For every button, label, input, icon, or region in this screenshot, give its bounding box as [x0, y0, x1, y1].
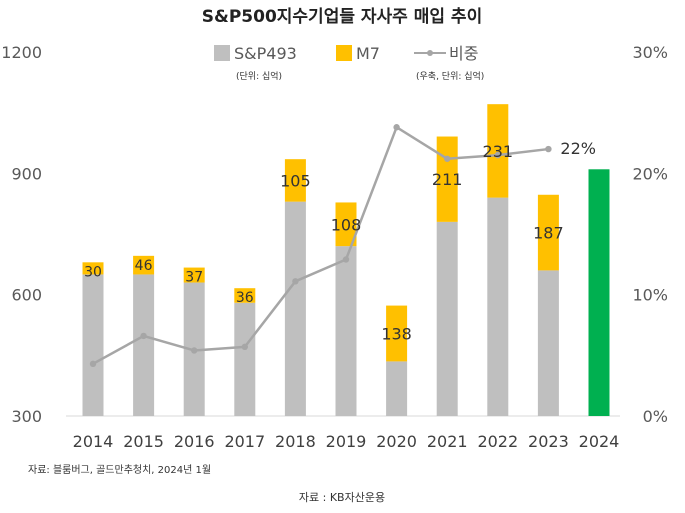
- x-tick-2018: 2018: [275, 432, 316, 451]
- legend-share-label: 비중: [449, 44, 478, 63]
- y-right-tick: 30%: [632, 43, 668, 62]
- y-left-tick: 300: [11, 407, 42, 426]
- legend-m7-swatch: [336, 45, 352, 61]
- bars: [82, 104, 610, 416]
- source-outer: 자료 : KB자산운용: [299, 491, 385, 504]
- bar-sp493-2019: [335, 246, 357, 416]
- share-point-2022: [494, 151, 501, 159]
- x-tick-2017: 2017: [224, 432, 265, 451]
- legend-unit-left: (단위: 십억): [236, 70, 282, 82]
- y-right-tick: 0%: [643, 407, 668, 426]
- label-m7-2019: 108: [331, 215, 362, 234]
- chart-title: S&P500지수기업들 자사주 매입 추이: [202, 7, 482, 27]
- label-m7-2023: 187: [533, 224, 564, 243]
- x-tick-2015: 2015: [123, 432, 164, 451]
- x-tick-2021: 2021: [427, 432, 468, 451]
- bar-sp493-2014: [82, 274, 104, 416]
- legend: S&P493 M7 비중 (단위: 십억) (우축, 단위: 십억): [214, 44, 484, 82]
- y-left-tick: 1200: [1, 43, 42, 62]
- bar-m7-2023: [537, 194, 559, 271]
- share-point-2015: [140, 332, 147, 340]
- label-m7-2020: 138: [381, 324, 412, 343]
- y-right-tick: 20%: [632, 164, 668, 183]
- legend-sp493-swatch: [214, 45, 230, 61]
- x-tick-2020: 2020: [376, 432, 417, 451]
- x-tick-2023: 2023: [528, 432, 569, 451]
- x-tick-2014: 2014: [73, 432, 114, 451]
- label-m7-2018: 105: [280, 171, 311, 190]
- label-share-last: 22%: [560, 139, 596, 158]
- legend-m7-label: M7: [356, 44, 380, 63]
- label-m7-2014: 30: [84, 264, 102, 280]
- share-line-series: [89, 124, 552, 368]
- label-m7-2022: 231: [483, 142, 514, 161]
- bar-sp493-2023: [537, 270, 559, 416]
- legend-sp493-label: S&P493: [234, 44, 297, 63]
- label-m7-2015: 46: [135, 258, 153, 274]
- share-point-2021: [444, 155, 451, 162]
- bar-m7-2019: [335, 202, 357, 247]
- share-point-2017: [241, 343, 248, 351]
- bar-sp493-2018: [284, 201, 306, 416]
- share-point-2018: [292, 278, 299, 285]
- bar-m7-2017: [234, 288, 256, 303]
- legend-unit-right: (우축, 단위: 십억): [416, 70, 484, 82]
- bar-m7-2022: [487, 104, 509, 198]
- share-point-2019: [342, 256, 350, 263]
- x-tick-2024: 2024: [579, 432, 620, 451]
- x-tick-2016: 2016: [174, 432, 215, 451]
- bar-sp493-2017: [234, 302, 256, 416]
- source-inner: 자료: 블룸버그, 골드만추청치, 2024년 1월: [28, 464, 211, 476]
- label-m7-2021: 211: [432, 170, 463, 189]
- x-tick-2022: 2022: [477, 432, 518, 451]
- label-m7-2016: 37: [185, 270, 203, 286]
- y-left-tick: 900: [11, 164, 42, 183]
- bar-sp493-2015: [133, 274, 155, 416]
- bar-m7-2018: [284, 159, 306, 202]
- x-tick-2019: 2019: [326, 432, 367, 451]
- share-point-2023: [545, 145, 552, 153]
- bar-sp493-2020: [386, 361, 408, 416]
- y-right-tick: 10%: [632, 286, 668, 305]
- bar-m7-2016: [183, 267, 205, 283]
- share-point-2016: [191, 347, 198, 354]
- share-point-2020: [393, 124, 400, 131]
- share-line: [92, 125, 549, 365]
- bar-m7-2014: [82, 262, 104, 275]
- bar-sp493-2021: [436, 221, 458, 416]
- share-point-2014: [89, 360, 97, 368]
- bar-m7-2020: [386, 305, 408, 362]
- data-labels: 30 46 37 36 105 108 138 211 231 187 22%: [84, 139, 596, 343]
- bar-total-2024: [588, 169, 610, 416]
- legend-share-marker: [427, 50, 433, 56]
- axes: 1200 900 600 300 30% 20% 10% 0% 2014 2015 2016 2017…: [1, 43, 668, 451]
- y-left-tick: 600: [11, 286, 42, 305]
- label-m7-2017: 36: [236, 290, 254, 306]
- bar-m7-2015: [133, 255, 155, 275]
- bar-sp493-2022: [487, 197, 509, 416]
